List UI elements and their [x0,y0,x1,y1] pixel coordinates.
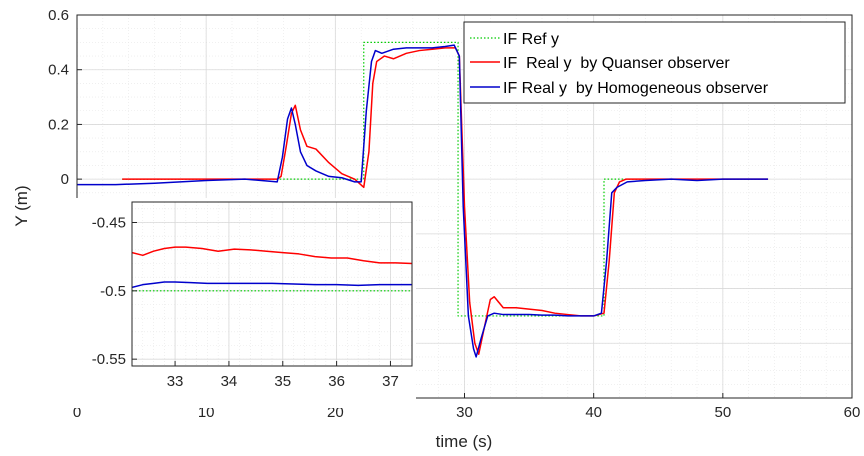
x-tick-label: 30 [456,404,473,421]
main-lines [77,41,769,358]
legend-label-homogeneous: IF Real y by Homogeneous observer [503,80,769,97]
y-tick-label: -0.45 [92,215,126,232]
legend-label-quanser: IF Real y by Quanser observer [503,55,730,72]
inset-plot-frame [131,201,413,367]
y-tick-label: 0 [61,171,69,188]
inset-yticks: -0.55 -0.5 -0.45 [92,215,137,368]
x-tick-label: 10 [198,404,215,421]
series-line-2 [77,44,769,358]
x-tick-label: 33 [167,373,184,390]
x-tick-label: 50 [714,404,731,421]
x-tick-label: 36 [328,373,345,390]
main-xticks: 0 10 20 30 40 50 60 [73,393,861,421]
y-tick-label: 0.2 [48,116,69,133]
x-tick-label: 35 [274,373,291,390]
legend-box [463,21,846,104]
y-axis-label: Y (m) [12,185,31,226]
x-tick-label: 20 [327,404,344,421]
y-tick-label: 0.6 [48,7,69,24]
series-line-1 [132,246,412,265]
series-line-0 [122,41,769,317]
inset-plot: 33 34 35 36 37 -0.55 -0.5 -0.45 [38,198,416,408]
y-tick-label: -0.55 [92,351,126,368]
legend-label-ref: IF Ref y [503,31,559,48]
inset-lines [132,246,412,292]
x-tick-label: 40 [585,404,602,421]
x-tick-label: 60 [844,404,861,421]
inset-xticks: 33 34 35 36 37 [167,361,399,390]
series-line-2 [132,281,412,289]
x-axis-label: time (s) [436,432,493,451]
y-tick-label: -0.5 [100,283,126,300]
x-tick-label: 34 [221,373,238,390]
legend: IF Ref y IF Real y by Quanser observer I… [463,21,846,104]
x-tick-label: 0 [73,404,81,421]
y-tick-label: 0.4 [48,62,69,79]
x-tick-label: 37 [382,373,399,390]
